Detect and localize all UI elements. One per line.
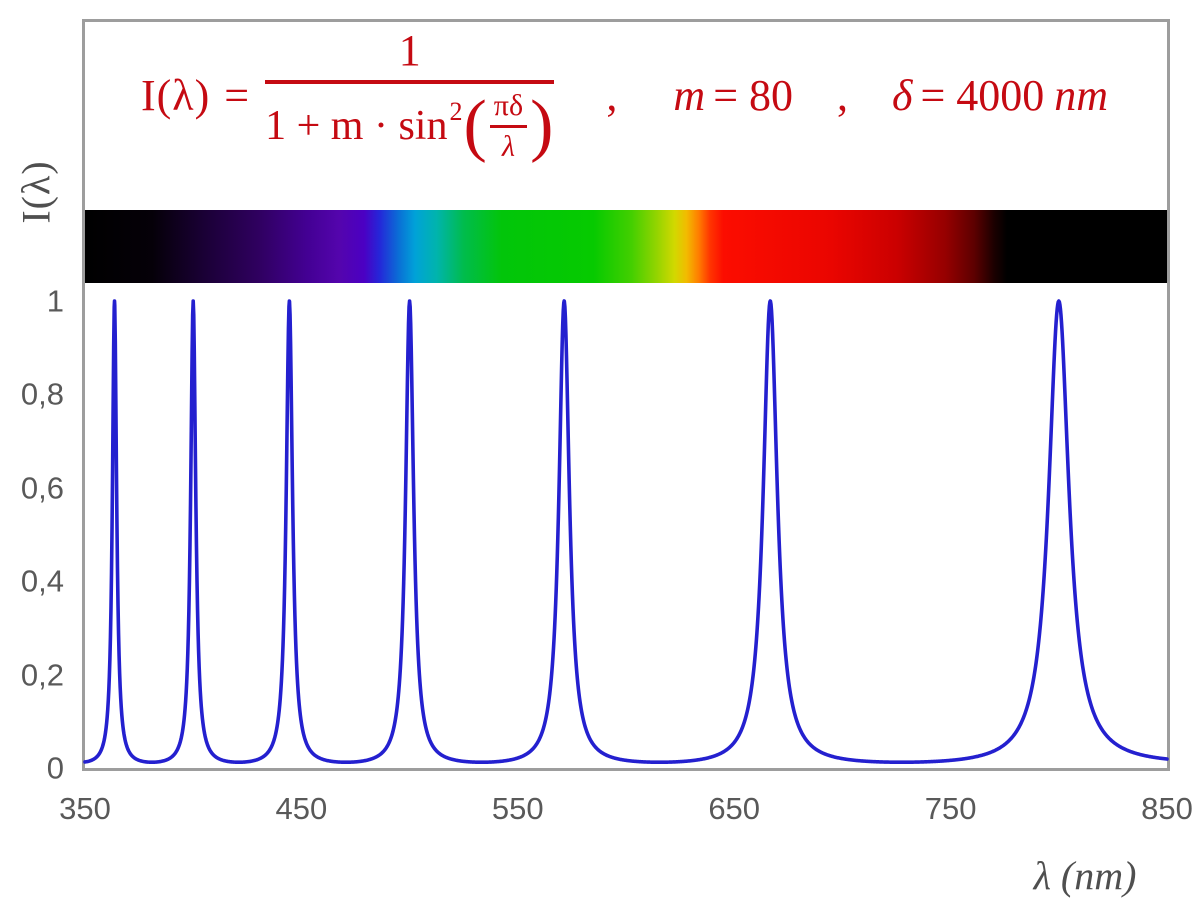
x-tick-label: 550 bbox=[491, 791, 544, 826]
x-tick-label: 350 bbox=[59, 791, 111, 826]
x-tick-label: 750 bbox=[924, 791, 977, 826]
denominator-prefix: 1 + m · sin bbox=[265, 103, 448, 149]
inner-fraction: πδ λ bbox=[489, 88, 528, 163]
fraction-denominator: 1 + m · sin 2 ( πδ λ ) bbox=[265, 84, 554, 162]
y-tick-label: 0 bbox=[46, 750, 64, 786]
x-tick-label: 850 bbox=[1141, 791, 1193, 826]
param-delta-symbol: δ bbox=[892, 70, 913, 120]
y-tick-label: 0,6 bbox=[20, 470, 64, 506]
inner-denominator: λ bbox=[501, 129, 515, 163]
intensity-curve bbox=[83, 299, 1169, 765]
formula: I(λ) = 1 1 + m · sin 2 ( πδ λ ) , m = 80 ,… bbox=[141, 20, 1108, 170]
param-delta: δ = 4000 nm bbox=[892, 70, 1108, 121]
y-tick-label: 0,2 bbox=[20, 657, 64, 693]
param-m-value: = 80 bbox=[713, 70, 794, 120]
formula-comma-2: , bbox=[837, 70, 849, 120]
inner-fraction-bar bbox=[489, 124, 528, 128]
param-delta-value: = 4000 bbox=[920, 70, 1045, 120]
x-tick-label: 450 bbox=[275, 791, 328, 826]
visible-spectrum-bar bbox=[85, 210, 1167, 283]
intensity-curve-plot bbox=[83, 299, 1169, 765]
x-axis-title: λ (nm) bbox=[1033, 853, 1137, 898]
formula-comma-1: , bbox=[606, 70, 618, 120]
y-axis-title: I(λ) bbox=[13, 160, 59, 224]
fraction-bar bbox=[265, 79, 555, 84]
y-tick-label: 0,4 bbox=[20, 563, 64, 599]
fraction-numerator: 1 bbox=[398, 25, 421, 75]
inner-numerator: πδ bbox=[493, 88, 524, 122]
param-m: m = 80 bbox=[673, 70, 793, 121]
sin-exponent: 2 bbox=[449, 97, 463, 126]
formula-fraction: 1 1 + m · sin 2 ( πδ λ ) bbox=[265, 25, 555, 162]
param-delta-unit: nm bbox=[1054, 70, 1109, 120]
x-tick-label: 650 bbox=[708, 791, 761, 826]
y-tick-label: 1 bbox=[46, 283, 64, 319]
formula-lhs: I(λ) bbox=[141, 70, 211, 120]
formula-equals: = bbox=[224, 70, 250, 120]
y-tick-label: 0,8 bbox=[20, 376, 64, 412]
open-paren: ( bbox=[463, 87, 487, 165]
param-m-symbol: m bbox=[673, 70, 706, 120]
plot-frame bbox=[82, 19, 1170, 771]
close-paren: ) bbox=[530, 87, 554, 165]
